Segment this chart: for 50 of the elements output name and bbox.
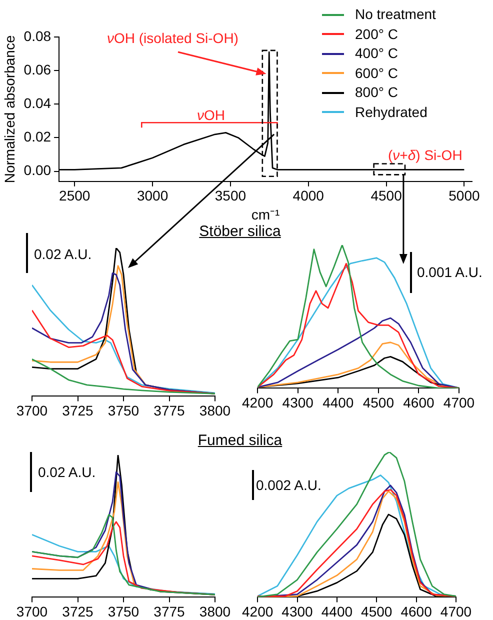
x-tick-label: 4300 <box>282 394 314 410</box>
legend-label: 600° C <box>355 64 398 82</box>
x-tick-label: 3725 <box>62 402 94 418</box>
x-tick-label: 3775 <box>154 603 186 620</box>
x-tick-label: 4200 <box>242 603 274 620</box>
legend-label: No treatment <box>355 5 436 24</box>
legend-label: Rehydrated <box>355 102 428 122</box>
legend-label: 400° C <box>355 44 398 63</box>
x-tick-label: 4700 <box>443 394 475 410</box>
y-tick-label: 0.06 <box>24 61 52 78</box>
x-tick-label: 3775 <box>154 402 186 418</box>
x-tick-label: 3750 <box>108 402 140 418</box>
x-tick-label: 5000 <box>448 188 480 204</box>
x-tick-label: 4600 <box>400 603 432 620</box>
x-tick-label: 4200 <box>242 394 274 410</box>
x-tick-label: 3725 <box>62 603 94 620</box>
y-tick-label: 0.08 <box>24 28 52 44</box>
x-tick-label: 4400 <box>322 394 354 410</box>
x-tick-label: 3800 <box>199 603 231 620</box>
y-axis-title: Normalized absorbance <box>1 35 18 184</box>
x-tick-label: 4500 <box>370 188 402 204</box>
x-tick-label: 4700 <box>440 603 472 620</box>
x-tick-label: 3700 <box>16 402 48 418</box>
annotation: 0.001 A.U. <box>417 264 482 280</box>
x-axis-title: cm⁻¹ <box>251 206 280 222</box>
legend-label: 800° C <box>355 83 398 102</box>
chart-title: Stöber silica <box>199 223 281 240</box>
annotation: 0.02 A.U. <box>34 246 92 262</box>
x-tick-label: 2500 <box>59 188 90 204</box>
y-tick-label: 0.00 <box>24 162 52 178</box>
x-tick-label: 4600 <box>403 394 434 410</box>
annotation: 0.02 A.U. <box>38 464 96 480</box>
x-tick-label: 3750 <box>108 603 140 620</box>
y-tick-label: 0.04 <box>24 95 52 112</box>
x-tick-label: 4400 <box>321 603 353 620</box>
legend-label: 200° C <box>355 24 398 44</box>
x-tick-label: 4500 <box>361 603 392 620</box>
x-tick-label: 3000 <box>136 188 168 204</box>
annotation: νOH <box>197 107 225 123</box>
x-tick-label: 4500 <box>362 394 394 410</box>
x-tick-label: 3800 <box>199 402 231 418</box>
y-tick-label: 0.02 <box>24 128 52 145</box>
annotation: 0.002 A.U. <box>256 477 322 493</box>
x-tick-label: 3700 <box>16 603 48 620</box>
annotation: νOH (isolated Si-OH) <box>107 30 238 46</box>
annotation: (ν+δ) Si-OH <box>388 147 462 163</box>
x-tick-label: 4300 <box>282 603 314 620</box>
chart-title: Fumed silica <box>198 432 282 449</box>
x-tick-label: 4000 <box>292 188 324 204</box>
x-tick-label: 3500 <box>214 188 246 204</box>
